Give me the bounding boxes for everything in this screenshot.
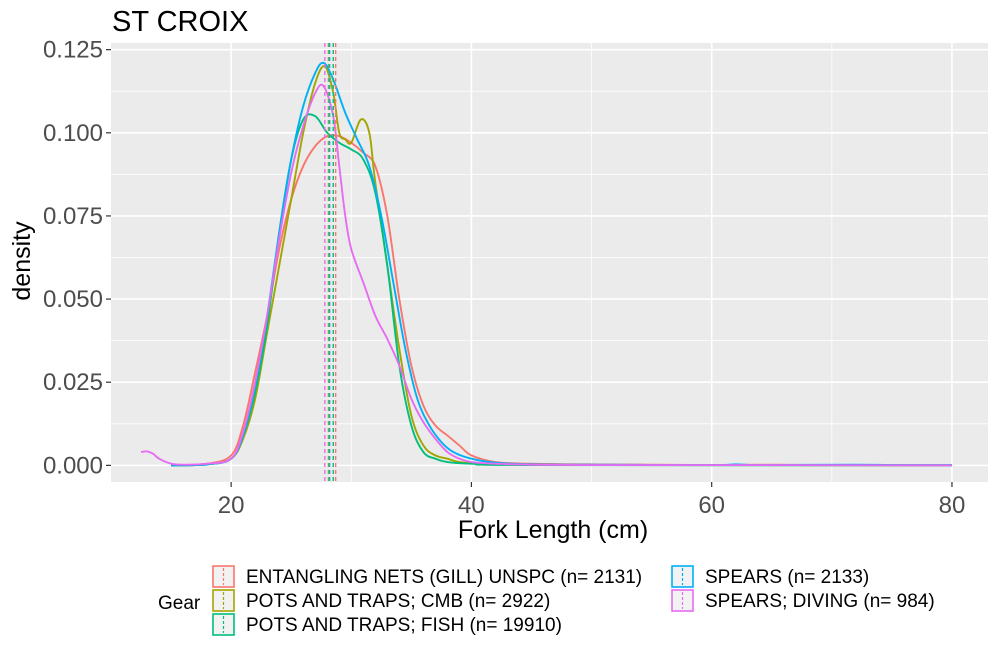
series-layer — [140, 61, 952, 467]
y-tick-label: 0.125 — [43, 37, 103, 64]
y-tick-label: 0.050 — [43, 286, 103, 313]
legend-item: SPEARS (n= 2133) — [671, 565, 869, 588]
legend-key — [671, 565, 694, 588]
legend-key — [212, 565, 235, 588]
plot-panel — [111, 43, 988, 482]
legend-label: POTS AND TRAPS; FISH (n= 19910) — [246, 615, 562, 636]
legend-label: SPEARS (n= 2133) — [705, 567, 869, 588]
y-axis: 0.000 0.025 0.050 0.075 0.100 0.125 — [43, 37, 111, 479]
y-tick-label: 0.000 — [43, 452, 103, 479]
legend-item: POTS AND TRAPS; FISH (n= 19910) — [212, 613, 562, 636]
legend-key — [212, 589, 235, 612]
legend-key — [671, 589, 694, 612]
x-tick-label: 60 — [698, 492, 725, 519]
legend-label: SPEARS; DIVING (n= 984) — [705, 591, 935, 612]
legend-item: POTS AND TRAPS; CMB (n= 2922) — [212, 589, 550, 612]
y-tick-label: 0.025 — [43, 369, 103, 396]
x-axis: 20 40 60 80 — [218, 482, 966, 519]
density-line-4 — [140, 83, 952, 467]
mean-lines — [324, 43, 337, 482]
y-tick-label: 0.100 — [43, 120, 103, 147]
legend: Gear ENTANGLING NETS (GILL) UNSPC (n= 21… — [158, 565, 935, 636]
grid-minor — [111, 43, 988, 482]
legend-item: SPEARS; DIVING (n= 984) — [671, 589, 935, 612]
legend-item: ENTANGLING NETS (GILL) UNSPC (n= 2131) — [212, 565, 642, 588]
x-tick-label: 40 — [458, 492, 485, 519]
x-tick-label: 20 — [218, 492, 245, 519]
x-tick-label: 80 — [939, 492, 966, 519]
y-axis-label: density — [8, 221, 36, 301]
density-line-2 — [171, 113, 952, 467]
x-axis-label: Fork Length (cm) — [458, 516, 648, 544]
legend-label: POTS AND TRAPS; CMB (n= 2922) — [246, 591, 550, 612]
legend-key — [212, 613, 235, 636]
legend-title: Gear — [158, 593, 201, 614]
legend-label: ENTANGLING NETS (GILL) UNSPC (n= 2131) — [246, 567, 642, 588]
legend-items: ENTANGLING NETS (GILL) UNSPC (n= 2131) PO… — [212, 565, 935, 636]
chart-title: ST CROIX — [112, 6, 248, 38]
grid-major — [111, 43, 988, 482]
y-tick-label: 0.075 — [43, 203, 103, 230]
